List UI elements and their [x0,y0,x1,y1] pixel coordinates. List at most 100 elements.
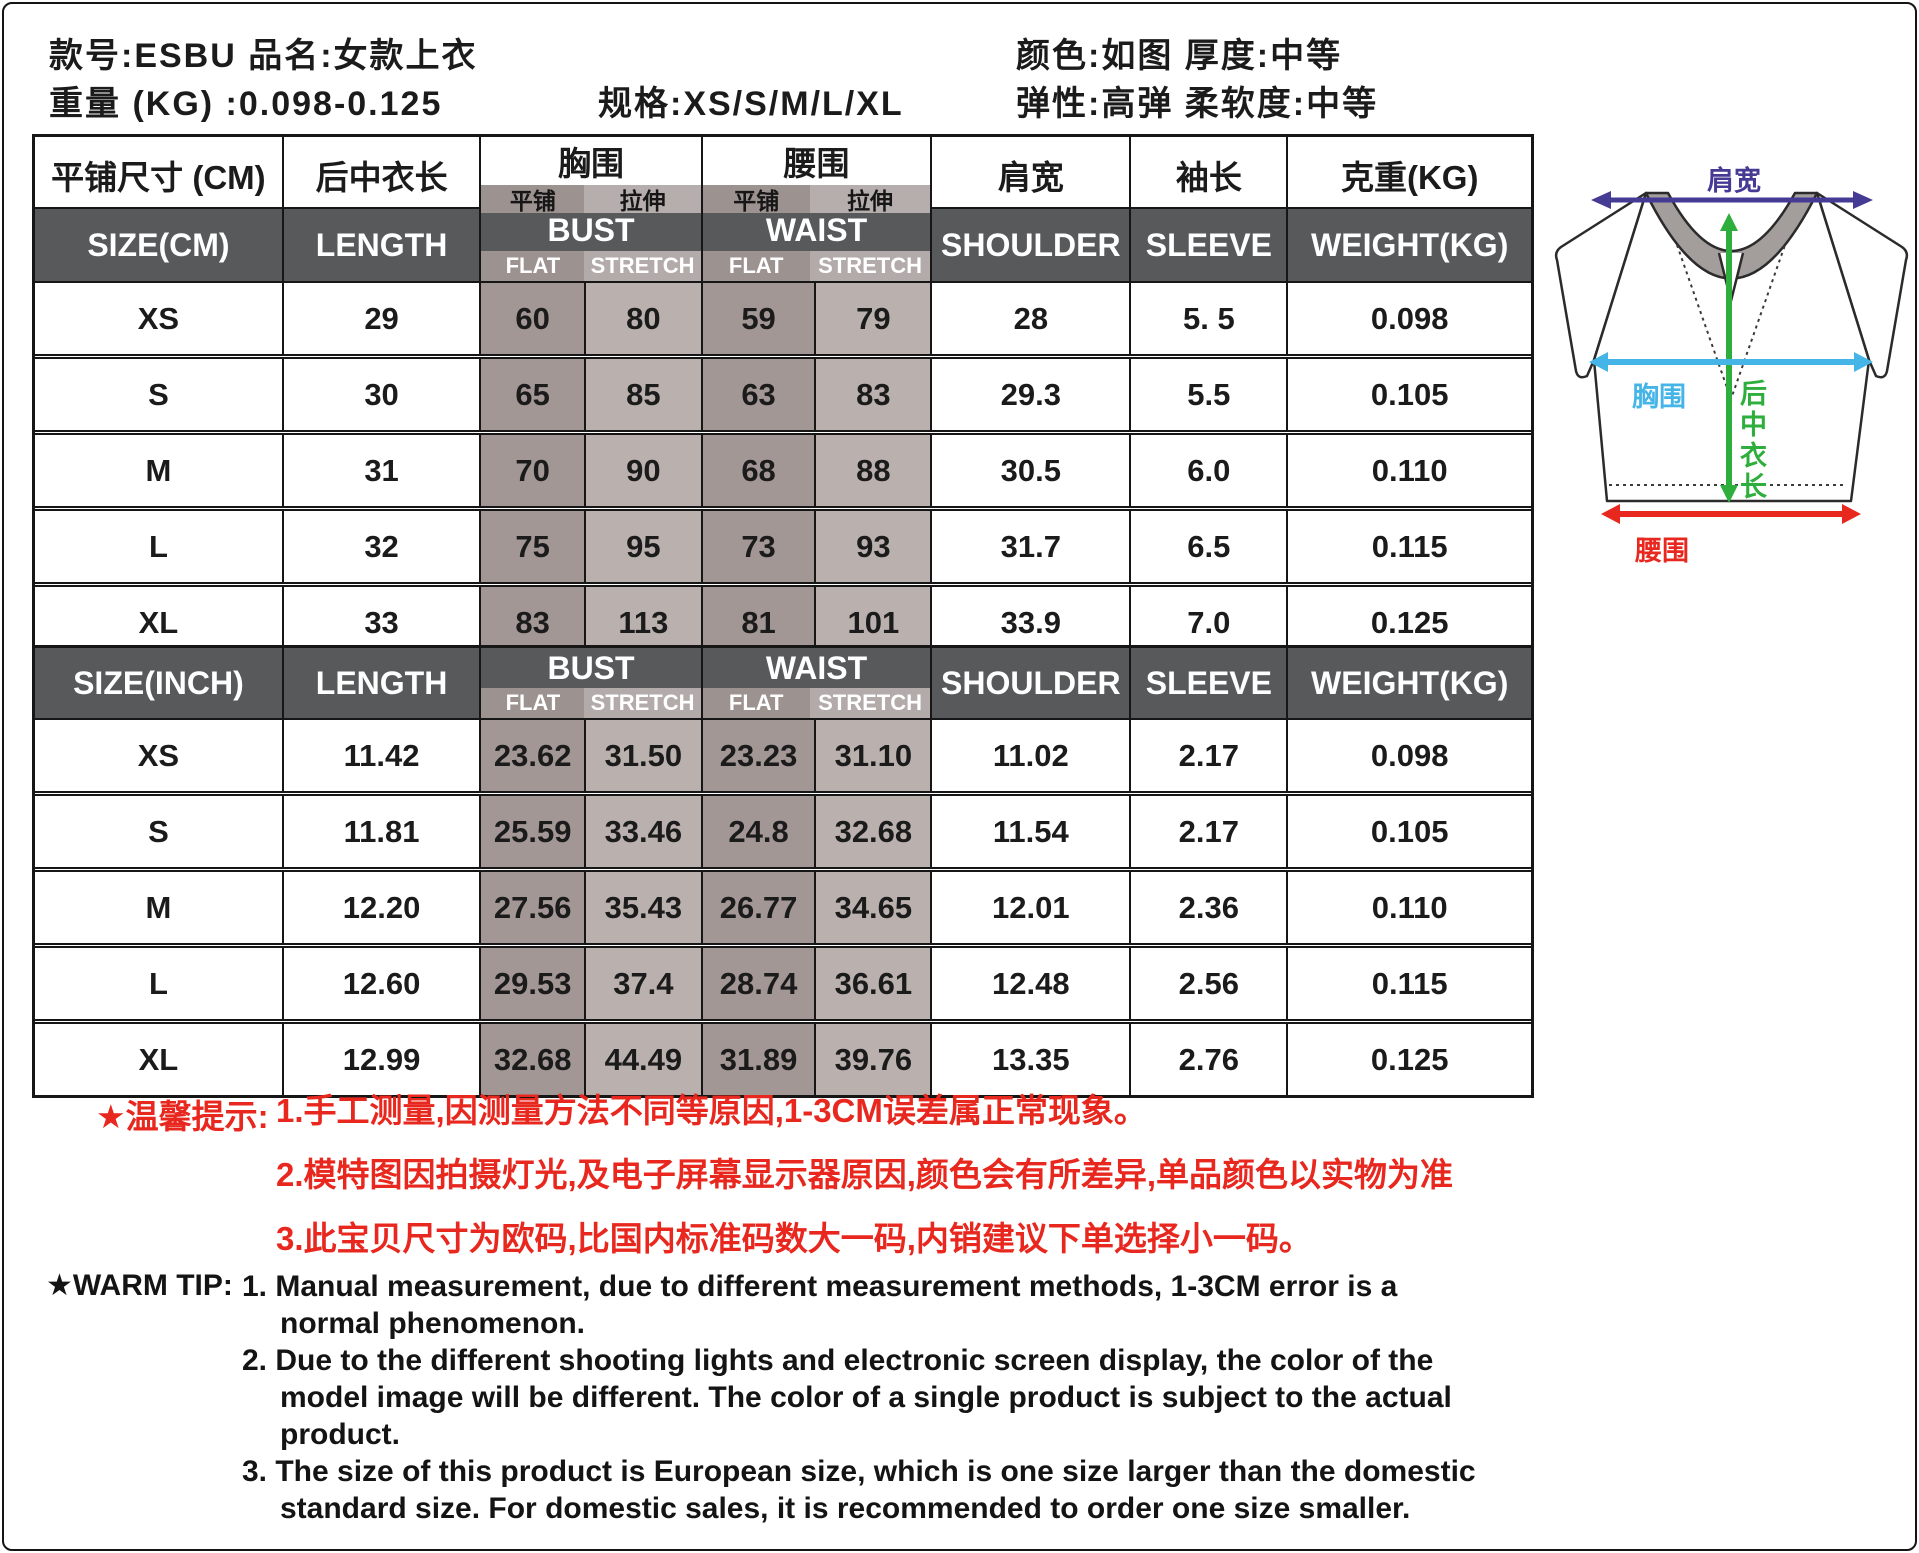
shoulder-width-arrow [1591,191,1873,209]
size-table-cm: 平铺尺寸 (CM) 后中衣长 胸围 平铺 拉伸 腰围 平铺 拉伸 肩宽 袖长 克… [32,134,1534,661]
shoulder-cell: 28 [930,283,1129,354]
table-row-m-cm: M 31 70 90 68 88 30.5 6.0 0.110 [35,430,1531,506]
header-weight: WEIGHT(KG) [1286,209,1531,281]
size-cell: L [148,528,168,564]
bust-stretch-cell: 35.43 [584,872,701,943]
waist-stretch-cell: 93 [814,511,931,582]
bust-stretch-cell: 31.50 [584,720,701,791]
weight-cell: 0.115 [1286,511,1531,582]
header-shoulder-cn: 肩宽 [930,137,1129,213]
waist-flat-cell: 28.74 [700,948,815,1019]
header-shoulder: SHOULDER [930,648,1129,718]
header-stretch: STRETCH [809,251,931,281]
warm-tip-cn-label: ★温馨提示: [96,1098,269,1135]
shoulder-cell: 29.3 [930,359,1129,430]
header-waist: WAIST [765,211,868,248]
shoulder-cell: 13.35 [930,1024,1129,1095]
length-cell: 30 [281,359,479,430]
waist-width-arrow [1601,504,1861,524]
header-waist-group: WAIST FLAT STRETCH [700,648,931,718]
bust-stretch-cell: 90 [584,435,701,506]
inch-header-row: SIZE(INCH) LENGTH BUST FLAT STRETCH WAIS… [35,648,1531,718]
header-shoulder: SHOULDER [930,209,1129,281]
waist-stretch-cell: 88 [814,435,931,506]
header-stretch-cn: 拉伸 [584,185,701,214]
size-cell: M [145,452,172,488]
back-length-label: 后中衣长 [1736,379,1766,503]
weight-cell: 0.110 [1286,872,1531,943]
sleeve-cell: 2.17 [1129,796,1286,867]
bust-flat-cell: 27.56 [479,872,585,943]
shoulder-width-label: 肩宽 [1707,166,1761,196]
size-cell: L [148,965,168,1001]
header-flat-cn: 平铺 [481,185,585,214]
bust-stretch-cell: 80 [584,283,701,354]
shoulder-cell: 11.02 [930,720,1129,791]
warm-tip-cn-item: 2.模特图因拍摄灯光,及电子屏幕显示器原因,颜色会有所差异,单品颜色以实物为准 [276,1156,1454,1193]
waist-stretch-cell: 83 [814,359,931,430]
header-sleeve: SLEEVE [1129,648,1286,718]
size-cell: XS [137,737,180,773]
header-flat: FLAT [481,688,585,718]
sleeve-cell: 6.5 [1129,511,1286,582]
weight-cell: 0.125 [1286,1024,1531,1095]
warm-tip-en-list: 1. Manual measurement, due to different … [242,1268,1502,1527]
sleeve-cell: 5. 5 [1129,283,1286,354]
size-cell: S [148,376,169,412]
size-cell: XL [138,1041,179,1077]
header-waist: WAIST [765,649,868,686]
warm-tip-en-item: 1. Manual measurement, due to different … [242,1270,1398,1340]
shoulder-cell: 33.9 [930,587,1129,658]
header-size-inch: SIZE(INCH) [73,664,244,701]
weight-cell: 0.105 [1286,359,1531,430]
weight-cell: 0.110 [1286,435,1531,506]
header-flat: FLAT [702,688,810,718]
sleeve-cell: 7.0 [1129,587,1286,658]
size-cell: XS [137,300,180,336]
size-cell: S [148,813,169,849]
table-row-xs-cm: XS 29 60 80 59 79 28 5. 5 0.098 [35,281,1531,354]
shoulder-cell: 11.54 [930,796,1129,867]
sleeve-cell: 2.56 [1129,948,1286,1019]
warm-tip-cn-item: 1.手工测量,因测量方法不同等原因,1-3CM误差属正常现象。 [276,1092,1147,1129]
style-number-and-name: 款号:ESBU 品名:女款上衣 [49,37,478,75]
header-back-length-cn: 后中衣长 [281,137,479,213]
bust-flat-cell: 25.59 [479,796,585,867]
header-flat-cn: 平铺 [702,185,810,214]
bust-stretch-cell: 95 [584,511,701,582]
header-bust-cn-group: 胸围 平铺 拉伸 [479,137,701,214]
header-flat: FLAT [481,251,585,281]
header-stretch: STRETCH [584,688,701,718]
bust-flat-cell: 23.62 [479,720,585,791]
warm-tip-en-item: 3. The size of this product is European … [242,1455,1476,1525]
bust-stretch-cell: 44.49 [584,1024,701,1095]
header-stretch: STRETCH [809,688,931,718]
waist-flat-cell: 23.23 [700,720,815,791]
waist-stretch-cell: 32.68 [814,796,931,867]
length-cell: 29 [281,283,479,354]
back-length-arrow [1720,213,1738,503]
color-thickness: 颜色:如图 厚度:中等 [1016,37,1343,75]
weight-cell: 0.105 [1286,796,1531,867]
bust-stretch-cell: 37.4 [584,948,701,1019]
header-weight: WEIGHT(KG) [1286,648,1531,718]
header-stretch: STRETCH [584,251,701,281]
header-size-cm: SIZE(CM) [87,226,230,263]
table-row-s-inch: S 11.81 25.59 33.46 24.8 32.68 11.54 2.1… [35,791,1531,867]
waist-stretch-cell: 31.10 [814,720,931,791]
waist-stretch-cell: 79 [814,283,931,354]
sleeve-cell: 5.5 [1129,359,1286,430]
header-sleeve-cn: 袖长 [1129,137,1286,213]
header-bust: BUST [547,211,635,248]
sleeve-cell: 2.17 [1129,720,1286,791]
cm-header-en-row: SIZE(CM) LENGTH BUST FLAT STRETCH WAIST … [35,207,1531,281]
bust-flat-cell: 70 [479,435,585,506]
waist-stretch-cell: 34.65 [814,872,931,943]
garment-diagram: 肩宽 胸围 后中衣长 腰围 [1549,149,1915,579]
warm-tip-en-label: ★WARM TIP: [46,1269,233,1302]
length-cell: 31 [281,435,479,506]
bust-width-label: 胸围 [1632,382,1686,412]
header-waist-cn: 腰围 [783,145,850,182]
bust-width-arrow [1589,352,1873,372]
header-waist-cn-group: 腰围 平铺 拉伸 [700,137,931,214]
